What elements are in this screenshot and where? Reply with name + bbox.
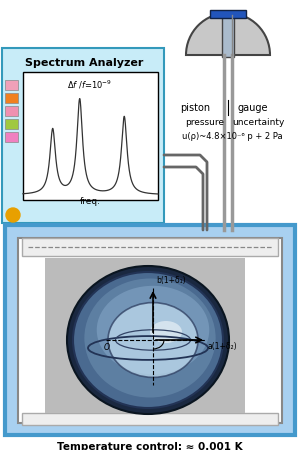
Text: pressure: pressure <box>185 118 224 127</box>
Text: b(1+δ₁): b(1+δ₁) <box>156 276 186 285</box>
Bar <box>22 238 278 256</box>
Bar <box>5 106 18 116</box>
Bar <box>5 132 18 142</box>
Text: a(1+δ₂): a(1+δ₂) <box>208 342 238 351</box>
Bar <box>5 225 295 435</box>
Text: piston: piston <box>180 103 210 113</box>
Text: freq.: freq. <box>80 197 100 206</box>
Bar <box>45 258 245 413</box>
Ellipse shape <box>73 272 223 408</box>
Wedge shape <box>186 13 270 55</box>
Bar <box>5 93 18 103</box>
Bar <box>5 80 18 90</box>
Circle shape <box>6 208 20 222</box>
Bar <box>22 413 278 425</box>
Ellipse shape <box>150 321 182 343</box>
Text: gauge: gauge <box>237 103 268 113</box>
Bar <box>222 15 234 57</box>
Ellipse shape <box>67 266 229 414</box>
Ellipse shape <box>108 302 198 378</box>
Bar <box>210 10 246 18</box>
Ellipse shape <box>84 279 216 397</box>
Text: O: O <box>104 343 110 352</box>
Bar <box>0 0 300 220</box>
Text: u(ρ)~4.8×10⁻⁶ p + 2 Pa: u(ρ)~4.8×10⁻⁶ p + 2 Pa <box>182 132 282 141</box>
Bar <box>18 238 282 423</box>
Text: Spectrum Analyzer: Spectrum Analyzer <box>25 58 143 68</box>
Text: $\Delta f$ $/f$=10$^{-9}$: $\Delta f$ $/f$=10$^{-9}$ <box>68 79 112 91</box>
Text: uncertainty: uncertainty <box>232 118 284 127</box>
Ellipse shape <box>97 286 209 374</box>
Bar <box>23 72 158 200</box>
Text: Temperature control: ≈ 0.001 K: Temperature control: ≈ 0.001 K <box>57 442 243 450</box>
Bar <box>5 119 18 129</box>
Bar <box>2 48 164 223</box>
